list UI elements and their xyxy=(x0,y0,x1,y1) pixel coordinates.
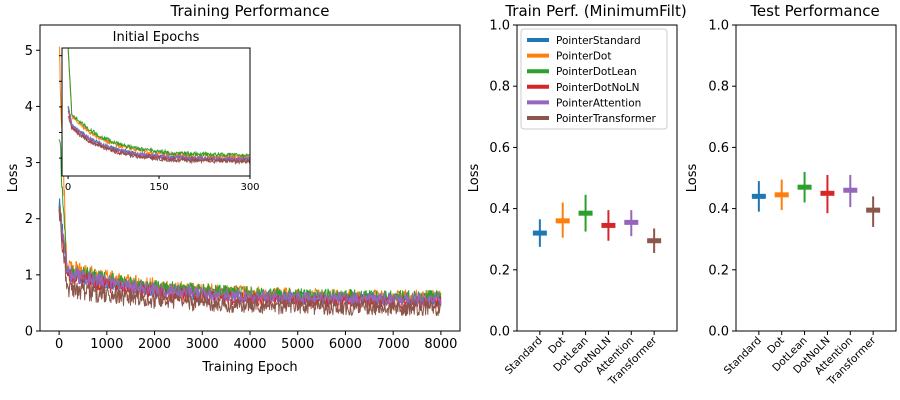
main-y-tick-label: 2 xyxy=(25,212,33,227)
y-tick-label: 0.6 xyxy=(489,141,510,156)
x-tick-label-Standard: Standard xyxy=(722,335,764,377)
inset-x-tick-label: 0 xyxy=(65,182,71,193)
y-tick-label: 0.8 xyxy=(489,80,510,95)
main-x-tick-label: 1000 xyxy=(90,337,123,352)
main-y-tick-label: 4 xyxy=(25,100,33,115)
main-x-tick-label: 2000 xyxy=(138,337,171,352)
test-performance-chart: Test Performance Loss 0.0 0.2 0.4 0.6 0.8 1.0… xyxy=(685,2,897,388)
main-x-tick-label: 7000 xyxy=(377,337,410,352)
test-y-axis-label: Loss xyxy=(685,164,700,193)
legend-label-PointerStandard: PointerStandard xyxy=(556,35,641,47)
main-y-tick-label: 5 xyxy=(25,44,33,59)
legend-label-PointerDotNoLN: PointerDotNoLN xyxy=(556,82,639,94)
y-tick-label: 0.2 xyxy=(708,263,729,278)
y-tick-label: 0.4 xyxy=(708,202,729,217)
main-y-tick-label: 0 xyxy=(25,325,33,340)
axes-frame xyxy=(735,24,897,332)
main-x-tick-label: 4000 xyxy=(233,337,266,352)
legend: PointerStandard PointerDot PointerDotLean P… xyxy=(520,28,668,130)
axes-frame xyxy=(516,24,678,332)
main-x-tick-label: 8000 xyxy=(424,337,457,352)
y-tick-label: 1.0 xyxy=(489,19,510,34)
train-perf-chart: Train Perf. (MinimumFilt) Loss 0.0 0.2 0.4… xyxy=(467,2,687,388)
main-chart-title: Training Performance xyxy=(169,2,329,20)
test-chart-title: Test Performance xyxy=(749,2,879,20)
main-lines xyxy=(58,46,442,317)
main-y-axis-label: Loss xyxy=(6,164,21,193)
y-tick-label: 0.6 xyxy=(708,141,729,156)
main-x-axis-label: Training Epoch xyxy=(201,360,297,375)
inset-series-line-PointerTransformer xyxy=(67,115,250,166)
legend-label-PointerDotLean: PointerDotLean xyxy=(556,66,637,78)
inset-lines xyxy=(67,48,250,166)
y-tick-label: 0.4 xyxy=(489,202,510,217)
train-y-axis-label: Loss xyxy=(467,164,482,193)
y-tick-label: 1.0 xyxy=(708,19,729,34)
legend-label-PointerDot: PointerDot xyxy=(556,51,611,63)
legend-label-PointerTransformer: PointerTransformer xyxy=(556,113,657,125)
legend-label-PointerAttention: PointerAttention xyxy=(556,97,641,109)
main-x-tick-label: 3000 xyxy=(186,337,219,352)
inset-axes-frame xyxy=(61,47,251,177)
inset-x-tick-label: 300 xyxy=(240,182,259,193)
x-tick-label-Standard: Standard xyxy=(503,335,545,377)
main-x-tick-label: 5000 xyxy=(281,337,314,352)
y-tick-label: 0.2 xyxy=(489,263,510,278)
inset-title: Initial Epochs xyxy=(113,30,200,45)
initial-epochs-inset: Initial Epochs 0 150 300 xyxy=(59,30,260,193)
y-tick-label: 0.8 xyxy=(708,80,729,95)
train-chart-title: Train Perf. (MinimumFilt) xyxy=(504,2,686,20)
inset-series-line-PointerDotLean xyxy=(67,48,250,159)
legend-box xyxy=(520,28,668,130)
main-x-tick-label: 0 xyxy=(55,337,63,352)
y-tick-label: 0.0 xyxy=(708,325,729,340)
main-y-tick-label: 1 xyxy=(25,268,33,283)
main-y-tick-label: 3 xyxy=(25,156,33,171)
training-performance-chart: Training Performance Training Epoch Loss… xyxy=(6,2,461,375)
main-x-tick-label: 6000 xyxy=(329,337,362,352)
series-line-PointerTransformer xyxy=(58,205,442,317)
y-tick-label: 0.0 xyxy=(489,325,510,340)
inset-x-tick-label: 150 xyxy=(149,182,168,193)
